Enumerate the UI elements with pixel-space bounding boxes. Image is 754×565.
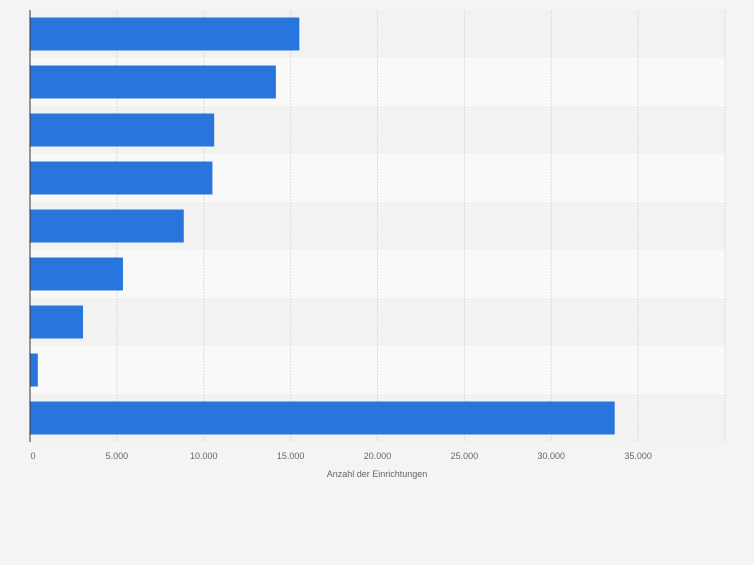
x-tick-label: 20.000	[364, 451, 392, 461]
x-tick-label: 35.000	[624, 451, 652, 461]
bar	[30, 17, 300, 51]
bar	[30, 353, 38, 387]
x-tick-label: 15.000	[277, 451, 305, 461]
bars	[30, 17, 615, 435]
bar	[30, 65, 276, 99]
bar	[30, 113, 215, 147]
x-tick-label: 0	[30, 451, 35, 461]
x-axis-title: Anzahl der Einrichtungen	[327, 469, 428, 479]
bar	[30, 305, 83, 339]
x-tick-label: 10.000	[190, 451, 218, 461]
bar	[30, 209, 184, 243]
bar	[30, 161, 213, 195]
x-tick-label: 25.000	[451, 451, 479, 461]
bar	[30, 401, 615, 435]
x-tick-labels: 0 5.000 10.000 15.000 20.000 25.000 30.000 35.0…	[30, 451, 651, 461]
bar	[30, 257, 123, 291]
x-tick-label: 5.000	[106, 451, 129, 461]
x-tick-label: 30.000	[537, 451, 565, 461]
